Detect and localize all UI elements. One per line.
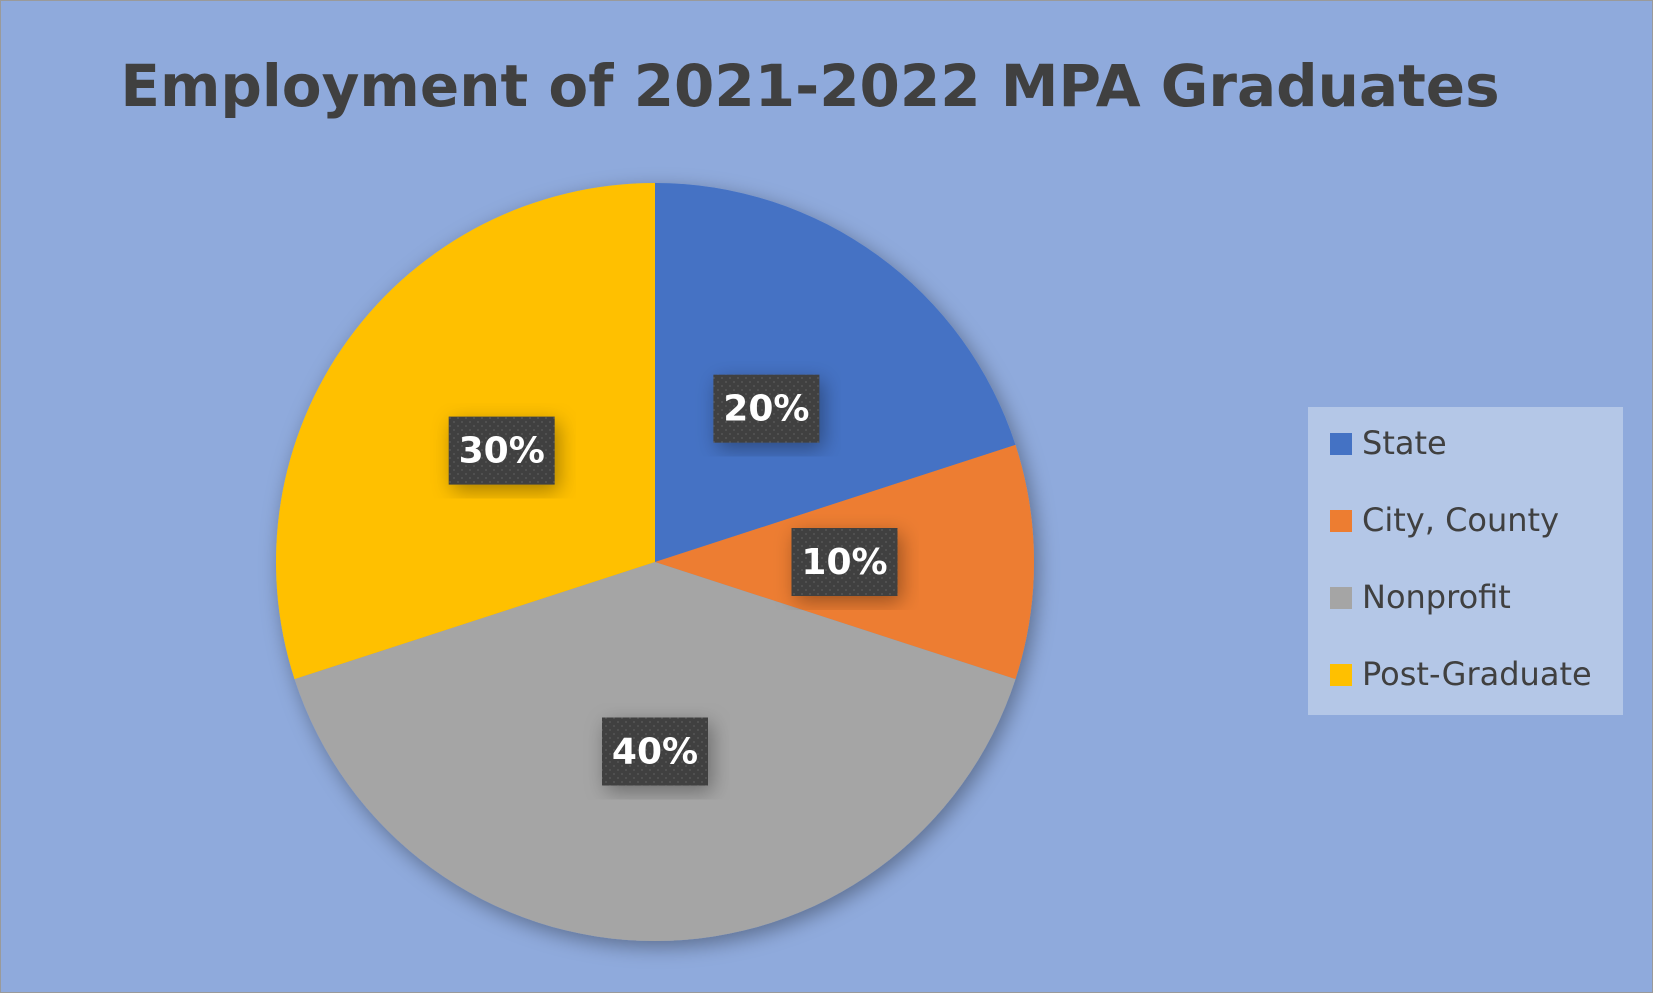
legend-swatch [1330, 587, 1352, 609]
data-label: 30% [459, 431, 545, 472]
legend [1308, 407, 1623, 715]
legend-label: Nonprofit [1362, 578, 1511, 616]
data-label-box [448, 416, 555, 485]
legend-swatch [1330, 510, 1352, 532]
legend-label: City, County [1362, 501, 1559, 539]
pie [276, 183, 1035, 942]
pie-slice [655, 183, 1016, 562]
data-label-box [602, 717, 708, 786]
legend-swatch [1330, 433, 1352, 455]
data-label-box [713, 374, 820, 443]
legend-label: Post-Graduate [1362, 655, 1592, 693]
legend-label: State [1362, 424, 1447, 462]
data-label: 10% [801, 542, 887, 583]
chart-title: Employment of 2021-2022 MPA Graduates [120, 52, 1499, 120]
data-label: 40% [612, 732, 698, 773]
legend-swatch [1330, 664, 1352, 686]
data-label: 20% [723, 389, 809, 430]
data-label-box [791, 528, 898, 596]
